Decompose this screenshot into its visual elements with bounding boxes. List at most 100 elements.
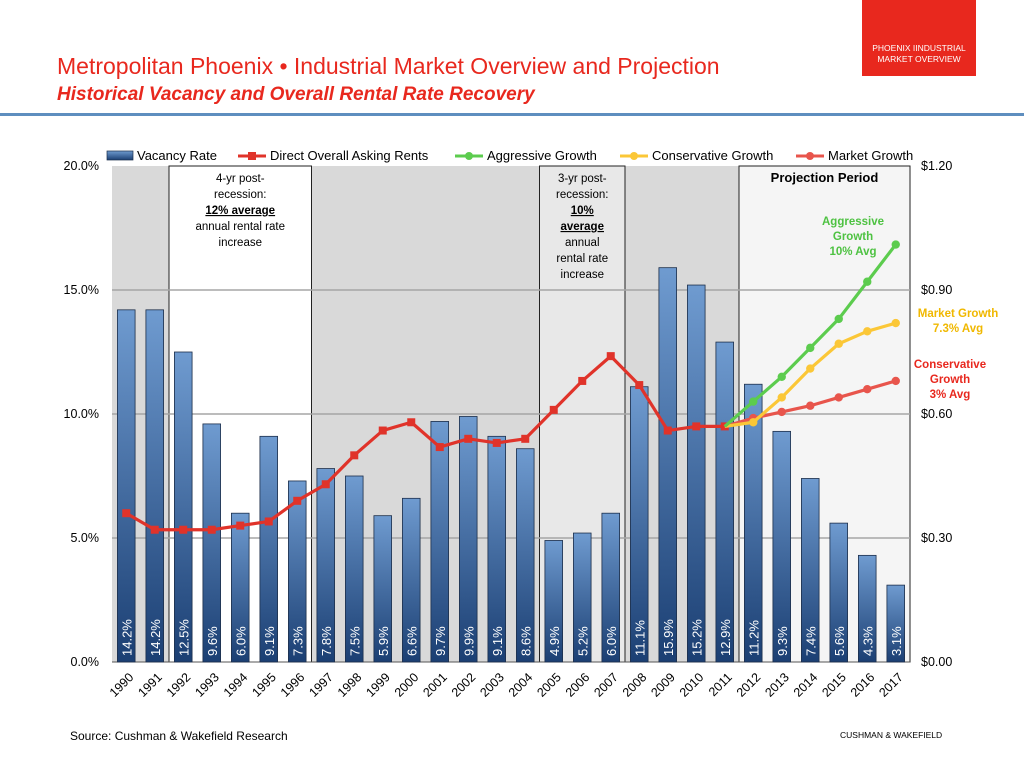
- source-note: Source: Cushman & Wakefield Research: [70, 729, 288, 743]
- rent-point: [179, 525, 188, 534]
- page-subtitle: Historical Vacancy and Overall Rental Ra…: [57, 84, 535, 105]
- vacancy-bar-label: 7.5%: [347, 626, 362, 656]
- brand-footer: CUSHMAN & WAKEFIELD: [840, 730, 943, 740]
- period-note-line: increase: [561, 269, 604, 281]
- header-badge-text: PHOENIX IINDUSTRIAL MARKET OVERVIEW: [872, 43, 966, 64]
- vacancy-bar-label: 6.6%: [404, 626, 419, 656]
- right-axis-tick: $0.90: [921, 283, 952, 297]
- rent-point: [549, 405, 558, 414]
- x-axis-tick: 1996: [278, 670, 308, 700]
- vacancy-bar: [544, 540, 563, 663]
- rent-point: [350, 451, 359, 460]
- vacancy-bar: [316, 468, 335, 663]
- vacancy-bar: [487, 435, 506, 663]
- vacancy-bar: [231, 512, 250, 663]
- legend-swatch-vacancy: [106, 150, 134, 161]
- right-axis-tick: $0.00: [921, 655, 952, 669]
- vacancy-bar-label: 7.3%: [290, 626, 305, 656]
- x-axis-tick: 2012: [734, 670, 764, 700]
- vacancy-bar: [687, 284, 706, 663]
- vacancy-bar: [373, 515, 392, 663]
- vacancy-bar-label: 3.1%: [889, 626, 904, 656]
- vacancy-bar-label: 9.1%: [490, 626, 505, 656]
- vacancy-bar-label: 11.2%: [746, 620, 761, 656]
- period-note-line: 3-yr post-: [558, 173, 607, 185]
- growth-point: [834, 393, 843, 402]
- vacancy-bar: [259, 435, 278, 663]
- growth-point: [891, 376, 900, 386]
- growth-annotation-line: 10% Avg: [829, 246, 876, 258]
- x-axis-tick: 2009: [648, 670, 678, 700]
- vacancy-bar: [516, 448, 535, 663]
- left-axis-tick: 15.0%: [64, 283, 99, 297]
- growth-point: [806, 343, 815, 353]
- growth-point: [806, 401, 815, 410]
- growth-point: [806, 364, 815, 373]
- right-axis-tick: $0.30: [921, 531, 952, 545]
- vacancy-rent-chart: 0.0% $0.00 5.0% $0.30 10.0% $0.60 15.0% $0.90 20…: [64, 148, 999, 700]
- rent-point: [492, 438, 501, 447]
- growth-annotation-line: 7.3% Avg: [933, 323, 983, 335]
- vacancy-bar: [772, 430, 791, 663]
- period-note-line: rental rate: [556, 253, 608, 265]
- vacancy-bar-label: 14.2%: [148, 619, 163, 656]
- x-axis-tick: 2005: [534, 670, 564, 700]
- rent-point: [435, 443, 444, 452]
- x-axis-tick: 2003: [477, 670, 507, 700]
- growth-point: [834, 314, 843, 324]
- vacancy-bar-label: 4.9%: [547, 626, 562, 656]
- rent-point: [293, 496, 302, 505]
- growth-point: [834, 339, 843, 348]
- vacancy-bar-label: 4.3%: [860, 626, 875, 656]
- vacancy-bar-label: 7.4%: [803, 626, 818, 656]
- vacancy-bar-label: 5.2%: [575, 626, 590, 656]
- period-note-line: 4-yr post-: [216, 173, 265, 185]
- rent-point: [663, 426, 672, 435]
- x-axis-tick: 2017: [876, 670, 906, 700]
- rent-point: [378, 426, 387, 435]
- legend-label: Conservative Growth: [652, 148, 773, 163]
- left-axis-tick: 0.0%: [71, 655, 100, 669]
- vacancy-bar: [801, 478, 820, 663]
- x-axis-tick: 2006: [563, 670, 593, 700]
- period-note-line: recession:: [214, 189, 266, 201]
- vacancy-bar: [601, 512, 620, 663]
- vacancy-bar: [715, 341, 734, 663]
- growth-point: [863, 385, 872, 394]
- vacancy-bar-label: 5.6%: [832, 626, 847, 656]
- vacancy-bar-label: 9.6%: [205, 626, 220, 656]
- x-axis-tick: 1990: [107, 670, 137, 700]
- x-axis-tick: 2013: [762, 670, 792, 700]
- legend-marker: [465, 152, 473, 160]
- rent-point: [578, 376, 587, 385]
- vacancy-bar-label: 8.6%: [518, 626, 533, 656]
- x-axis-tick: 2016: [848, 670, 878, 700]
- vacancy-bar-label: 6.0%: [604, 626, 619, 656]
- rent-point: [464, 434, 473, 443]
- growth-annotation-line: Growth: [930, 374, 970, 386]
- x-axis-tick: 1995: [249, 670, 279, 700]
- vacancy-bar: [744, 383, 763, 663]
- period-note-line: annual rental rate: [195, 221, 285, 233]
- vacancy-bar-label: 15.9%: [661, 619, 676, 656]
- legend-marker: [248, 152, 256, 160]
- growth-point: [777, 393, 786, 402]
- growth-point: [863, 277, 872, 286]
- x-axis-tick: 2000: [392, 670, 422, 700]
- x-axis-tick: 1998: [335, 670, 365, 700]
- x-axis-tick: 1993: [192, 670, 222, 700]
- legend-marker: [806, 152, 814, 160]
- vacancy-bar: [658, 267, 677, 663]
- legend-label: Direct Overall Asking Rents: [270, 148, 429, 163]
- legend-label: Market Growth: [828, 148, 913, 163]
- vacancy-bar-label: 15.2%: [689, 619, 704, 656]
- x-axis-tick: 1992: [164, 670, 194, 700]
- page-title: Metropolitan Phoenix • Industrial Market…: [57, 53, 720, 79]
- x-axis-tick: 2007: [591, 670, 621, 700]
- legend-label: Vacancy Rate: [137, 148, 217, 163]
- vacancy-bar-label: 6.0%: [233, 626, 248, 656]
- growth-annotation-line: Aggressive: [822, 216, 884, 228]
- vacancy-bar: [288, 480, 307, 663]
- x-axis-tick: 1991: [135, 670, 165, 700]
- vacancy-bar-label: 9.7%: [433, 626, 448, 656]
